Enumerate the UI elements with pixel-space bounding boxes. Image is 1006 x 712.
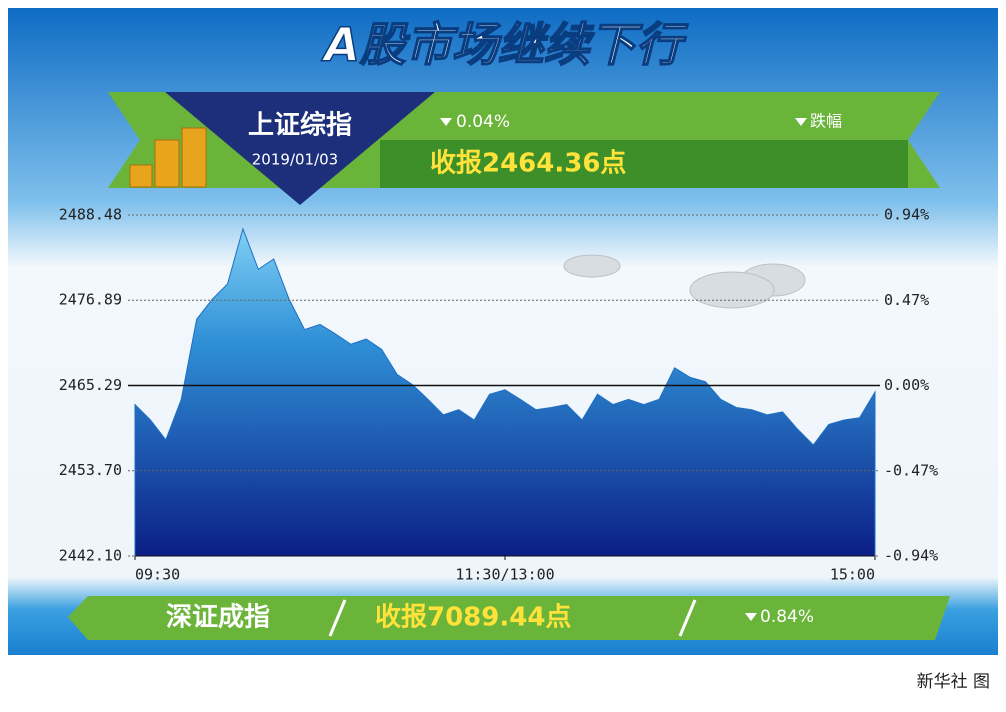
secondary-change: 0.84% [760, 607, 814, 627]
y-tick-label: 2465.29 [59, 376, 122, 394]
y2-tick-label: 0.47% [884, 291, 929, 309]
index-name: 上证综指 [248, 110, 352, 141]
change-label: 跌幅 [810, 112, 842, 131]
y2-tick-label: -0.94% [884, 547, 938, 565]
y-tick-label: 2488.48 [59, 206, 122, 224]
close-text: 收报2464.36点 [430, 148, 626, 179]
credit: 新华社 图 [917, 672, 990, 692]
x-tick-label: 11:30/13:00 [455, 566, 554, 584]
divider [678, 599, 697, 637]
down-arrow [745, 613, 757, 621]
banner-triangle [165, 92, 435, 205]
y-tick-label: 2476.89 [59, 291, 122, 309]
area [134, 227, 876, 557]
y2-tick-label: 0.00% [884, 376, 929, 394]
secondary-index-name: 深证成指 [166, 603, 270, 633]
y2-tick-label: -0.47% [884, 461, 938, 479]
coins [129, 127, 207, 188]
top-banner-lower [380, 140, 908, 188]
change: 0.04% [456, 112, 510, 132]
divider [328, 599, 347, 637]
secondary-close-text: 收报7089.44点 [375, 602, 571, 633]
clouds [563, 254, 806, 309]
bottom-banner [68, 596, 950, 640]
down-arrow [795, 118, 807, 126]
x-tick-label: 09:30 [135, 566, 180, 584]
y-tick-label: 2442.10 [59, 547, 122, 565]
date: 2019/01/03 [252, 151, 338, 169]
x-tick-label: 15:00 [830, 566, 875, 584]
y-tick-label: 2453.70 [59, 461, 122, 479]
title: A股市场继续下行 [321, 18, 689, 72]
y2-tick-label: 0.94% [884, 206, 929, 224]
down-arrow [440, 118, 452, 126]
